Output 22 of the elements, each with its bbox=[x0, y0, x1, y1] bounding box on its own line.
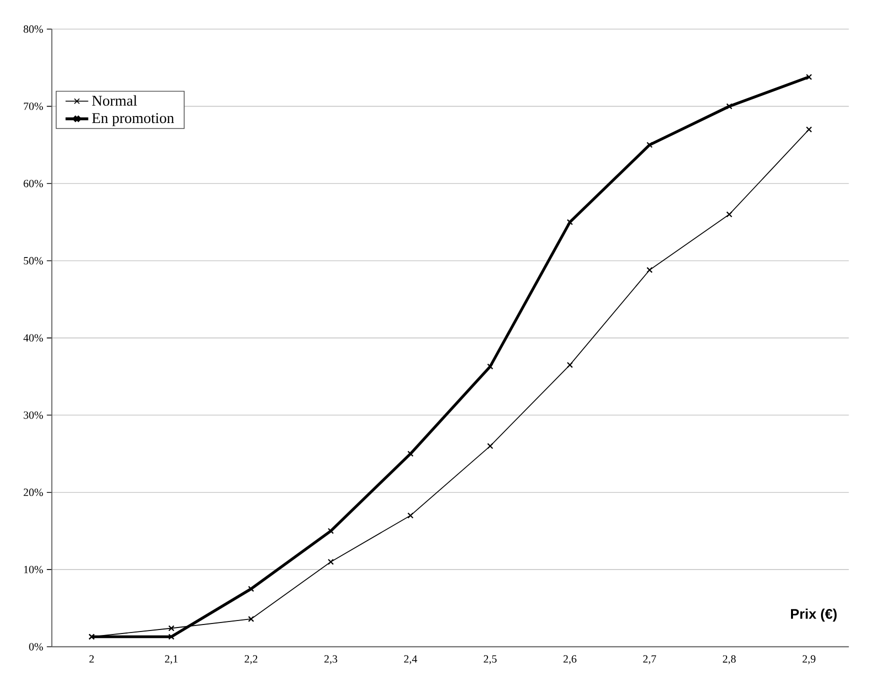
y-tick-label: 30% bbox=[24, 411, 43, 419]
legend-label: En promotion bbox=[92, 113, 174, 126]
x-tick-label: 2,9 bbox=[802, 655, 816, 664]
x-tick-label: 2,3 bbox=[324, 655, 338, 664]
x-tick-label: 2,1 bbox=[165, 655, 178, 664]
y-tick-label: 10% bbox=[24, 566, 43, 574]
x-tick-label: 2,4 bbox=[404, 655, 418, 664]
x-tick-label: 2,2 bbox=[244, 655, 258, 664]
y-tick-label: 70% bbox=[24, 102, 43, 110]
y-tick-label: 80% bbox=[24, 25, 43, 33]
y-tick-label: 0% bbox=[29, 643, 43, 650]
x-tick-label: 2,8 bbox=[722, 655, 736, 664]
x-tick-label: 2,7 bbox=[643, 655, 656, 664]
x-tick-label: 2 bbox=[89, 655, 94, 663]
x-tick-label: 2,5 bbox=[484, 655, 497, 664]
x-tick-label: 2,6 bbox=[564, 655, 576, 664]
x-axis-title: Prix (€) bbox=[791, 608, 837, 622]
y-tick-label: 20% bbox=[24, 488, 43, 496]
y-tick-label: 50% bbox=[24, 257, 43, 264]
y-tick-label: 60% bbox=[24, 180, 43, 188]
y-tick-label: 40% bbox=[23, 334, 43, 342]
legend-label: Normal bbox=[92, 95, 137, 106]
